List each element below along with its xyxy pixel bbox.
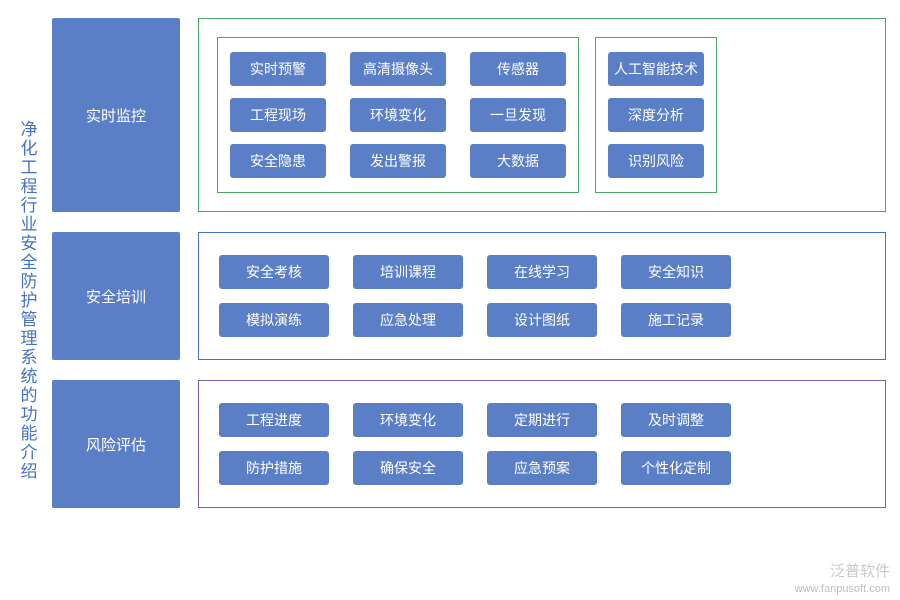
chip-row: 安全考核培训课程在线学习安全知识 bbox=[219, 255, 865, 289]
chip-row: 人工智能技术 bbox=[608, 52, 704, 86]
chip-row: 深度分析 bbox=[608, 98, 704, 132]
chip-row: 防护措施确保安全应急预案个性化定制 bbox=[219, 451, 865, 485]
chip: 工程现场 bbox=[230, 98, 326, 132]
content-box: 工程进度环境变化定期进行及时调整防护措施确保安全应急预案个性化定制 bbox=[198, 380, 886, 508]
chip-group: 人工智能技术深度分析识别风险 bbox=[595, 37, 717, 193]
chip: 设计图纸 bbox=[487, 303, 597, 337]
chip: 应急预案 bbox=[487, 451, 597, 485]
chip: 培训课程 bbox=[353, 255, 463, 289]
chip: 安全隐患 bbox=[230, 144, 326, 178]
chip: 安全知识 bbox=[621, 255, 731, 289]
watermark-brand: 泛普软件 bbox=[830, 563, 890, 580]
content-box: 安全考核培训课程在线学习安全知识模拟演练应急处理设计图纸施工记录 bbox=[198, 232, 886, 360]
chip: 深度分析 bbox=[608, 98, 704, 132]
chip: 一旦发现 bbox=[470, 98, 566, 132]
chip: 定期进行 bbox=[487, 403, 597, 437]
chip: 施工记录 bbox=[621, 303, 731, 337]
chip: 发出警报 bbox=[350, 144, 446, 178]
chip: 模拟演练 bbox=[219, 303, 329, 337]
chip-group: 工程进度环境变化定期进行及时调整防护措施确保安全应急预案个性化定制 bbox=[217, 399, 867, 489]
chip-row: 安全隐患发出警报大数据 bbox=[230, 144, 566, 178]
chip: 环境变化 bbox=[353, 403, 463, 437]
chip-row: 识别风险 bbox=[608, 144, 704, 178]
chip: 高清摄像头 bbox=[350, 52, 446, 86]
chip: 人工智能技术 bbox=[608, 52, 704, 86]
chip-row: 实时预警高清摄像头传感器 bbox=[230, 52, 566, 86]
chip: 应急处理 bbox=[353, 303, 463, 337]
chip: 确保安全 bbox=[353, 451, 463, 485]
category-label: 安全培训 bbox=[52, 232, 180, 360]
chip-row: 工程现场环境变化一旦发现 bbox=[230, 98, 566, 132]
chip: 个性化定制 bbox=[621, 451, 731, 485]
chip-group: 实时预警高清摄像头传感器工程现场环境变化一旦发现安全隐患发出警报大数据 bbox=[217, 37, 579, 193]
chip: 安全考核 bbox=[219, 255, 329, 289]
category-label: 实时监控 bbox=[52, 18, 180, 212]
category-label: 风险评估 bbox=[52, 380, 180, 508]
chip: 传感器 bbox=[470, 52, 566, 86]
chip-row: 工程进度环境变化定期进行及时调整 bbox=[219, 403, 865, 437]
chip: 识别风险 bbox=[608, 144, 704, 178]
watermark-url: www.fanpusoft.com bbox=[795, 583, 890, 595]
sections-container: 实时监控实时预警高清摄像头传感器工程现场环境变化一旦发现安全隐患发出警报大数据人… bbox=[52, 18, 886, 582]
watermark: 泛普软件 www.fanpusoft.com bbox=[795, 562, 890, 596]
chip: 及时调整 bbox=[621, 403, 731, 437]
chip: 实时预警 bbox=[230, 52, 326, 86]
page-title: 净化工程行业安全防护管理系统的功能介绍 bbox=[10, 18, 44, 582]
content-box: 实时预警高清摄像头传感器工程现场环境变化一旦发现安全隐患发出警报大数据人工智能技… bbox=[198, 18, 886, 212]
chip-group: 安全考核培训课程在线学习安全知识模拟演练应急处理设计图纸施工记录 bbox=[217, 251, 867, 341]
chip: 防护措施 bbox=[219, 451, 329, 485]
section: 风险评估工程进度环境变化定期进行及时调整防护措施确保安全应急预案个性化定制 bbox=[52, 380, 886, 508]
chip: 环境变化 bbox=[350, 98, 446, 132]
chip: 在线学习 bbox=[487, 255, 597, 289]
chip: 大数据 bbox=[470, 144, 566, 178]
chip-row: 模拟演练应急处理设计图纸施工记录 bbox=[219, 303, 865, 337]
section: 实时监控实时预警高清摄像头传感器工程现场环境变化一旦发现安全隐患发出警报大数据人… bbox=[52, 18, 886, 212]
section: 安全培训安全考核培训课程在线学习安全知识模拟演练应急处理设计图纸施工记录 bbox=[52, 232, 886, 360]
chip: 工程进度 bbox=[219, 403, 329, 437]
